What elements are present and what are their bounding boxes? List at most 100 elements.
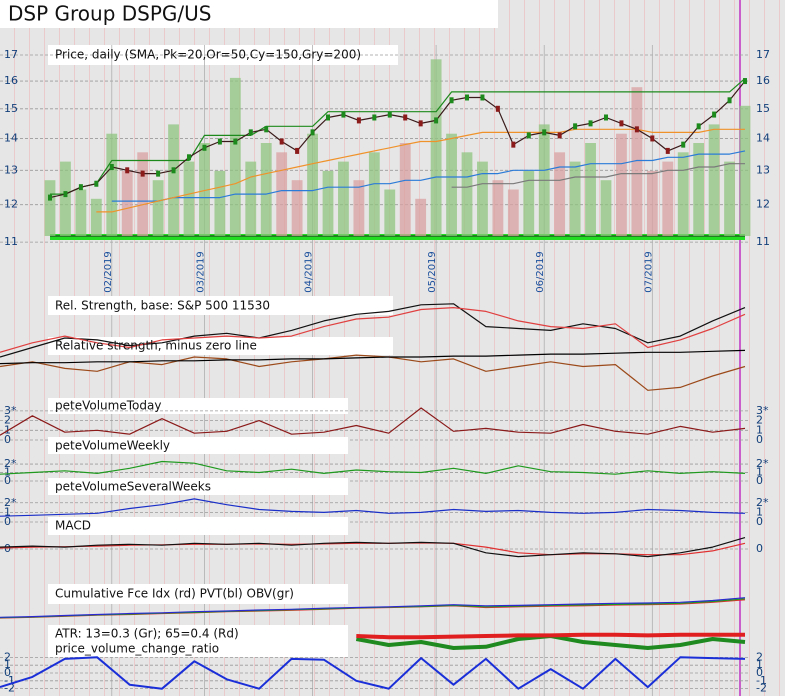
price-candle: [681, 141, 686, 148]
volume-bar: [368, 152, 380, 236]
series-line: [451, 163, 745, 188]
price-candle: [604, 114, 608, 121]
y-tick-label: 2*: [4, 457, 17, 470]
volume-bar: [662, 161, 674, 236]
price-candle: [372, 114, 377, 121]
volume-bar: [693, 143, 705, 236]
y-tick-label-right: 3*: [756, 404, 769, 417]
volume-bar: [44, 180, 56, 236]
y-tick-label-right: 0: [756, 474, 763, 487]
price-candle: [356, 117, 361, 124]
price-candle: [387, 111, 392, 118]
volume-bar: [708, 124, 720, 236]
price-candle: [557, 132, 562, 139]
title-box: [0, 0, 498, 28]
volume-bar: [90, 198, 102, 236]
price-candle: [63, 191, 68, 198]
y-tick-label-right: 12: [756, 198, 770, 211]
volume-bar: [245, 161, 257, 236]
y-tick-label-right: -2: [756, 682, 767, 695]
volume-bar: [214, 170, 226, 236]
y-tick-label-right: 14: [756, 131, 770, 144]
price-candle: [727, 97, 732, 104]
y-tick-label: -1: [4, 674, 15, 687]
y-tick-label: 1: [4, 423, 11, 436]
price-candle: [125, 167, 130, 174]
y-tick-label: 0: [4, 515, 11, 528]
y-tick-label-right: 15: [756, 102, 770, 115]
price-candle: [495, 105, 500, 112]
price-candle: [511, 141, 516, 148]
volume-bar: [75, 189, 87, 236]
panel-title: Price, daily (SMA, Pk=20,Or=50,Cy=150,Gr…: [55, 48, 361, 62]
volume-bar: [554, 152, 566, 236]
y-tick-label-right: 2*: [756, 457, 769, 470]
panel-title-box: [48, 398, 348, 414]
y-tick-label: 0: [4, 474, 11, 487]
volume-bar: [507, 189, 519, 236]
series-line: [0, 656, 746, 690]
price-candle: [696, 123, 701, 130]
series-line: [356, 632, 745, 640]
y-tick-label: 16: [4, 74, 18, 87]
y-tick-label-right: 0: [756, 542, 763, 555]
y-tick-label-right: 1: [756, 423, 763, 436]
panel-title-box: [48, 337, 393, 355]
price-candle: [341, 111, 346, 118]
volume-bar: [585, 143, 596, 236]
volume-bar: [121, 170, 133, 236]
y-tick-label: 0: [4, 433, 11, 446]
volume-bar: [430, 59, 442, 236]
panel-title-box: [48, 478, 348, 495]
y-tick-label: 15: [4, 102, 18, 115]
price-candle: [526, 132, 531, 139]
price-candle: [542, 129, 547, 136]
volume-bar: [631, 87, 643, 236]
series-line: [50, 77, 746, 195]
volume-bar: [199, 143, 210, 236]
price-candle: [233, 138, 238, 145]
volume-bar: [646, 170, 658, 236]
price-candle: [403, 114, 408, 121]
price-candle: [140, 170, 145, 177]
series-line: [0, 597, 746, 618]
panel-title-box: [48, 625, 348, 657]
panel-title: Cumulative Fce Idx (rd) PVT(bl) OBV(gr): [55, 587, 294, 601]
volume-bar: [183, 161, 195, 236]
price-candle: [712, 111, 717, 118]
price-candle: [217, 138, 222, 145]
panel-title-box: [48, 437, 348, 454]
price-candle: [665, 147, 670, 154]
y-tick-label-right: 11: [756, 235, 770, 248]
volume-bar: [152, 180, 164, 236]
volume-bar: [291, 180, 303, 236]
y-tick-label-right: 0: [756, 433, 763, 446]
volume-bar: [446, 133, 457, 236]
price-candle: [171, 167, 176, 174]
y-tick-label: 0: [4, 666, 11, 679]
page-title: DSP Group DSPG/US: [8, 2, 212, 26]
volume-bar: [168, 124, 179, 236]
price-candle: [418, 120, 423, 127]
volume-bar: [353, 180, 365, 236]
x-tick-label: 07/2019: [643, 251, 654, 293]
price-candle: [202, 144, 207, 151]
y-tick-label: -2: [4, 682, 15, 695]
price-candle: [78, 184, 83, 191]
panel-title: MACD: [55, 519, 91, 533]
price-candle: [48, 194, 52, 201]
volume-bar: [399, 143, 411, 236]
y-tick-label: 14: [4, 131, 18, 144]
price-candle: [449, 97, 454, 104]
y-tick-label: 12: [4, 198, 18, 211]
volume-bar: [106, 133, 118, 236]
x-tick-label: 04/2019: [304, 251, 315, 293]
price-candle: [326, 114, 330, 121]
volume-bar: [384, 189, 396, 236]
y-tick-label-right: -1: [756, 674, 767, 687]
volume-bar: [260, 143, 272, 236]
panel-title: peteVolumeWeekly: [55, 439, 170, 453]
price-candle: [573, 123, 578, 130]
x-tick-label: 02/2019: [103, 251, 114, 293]
